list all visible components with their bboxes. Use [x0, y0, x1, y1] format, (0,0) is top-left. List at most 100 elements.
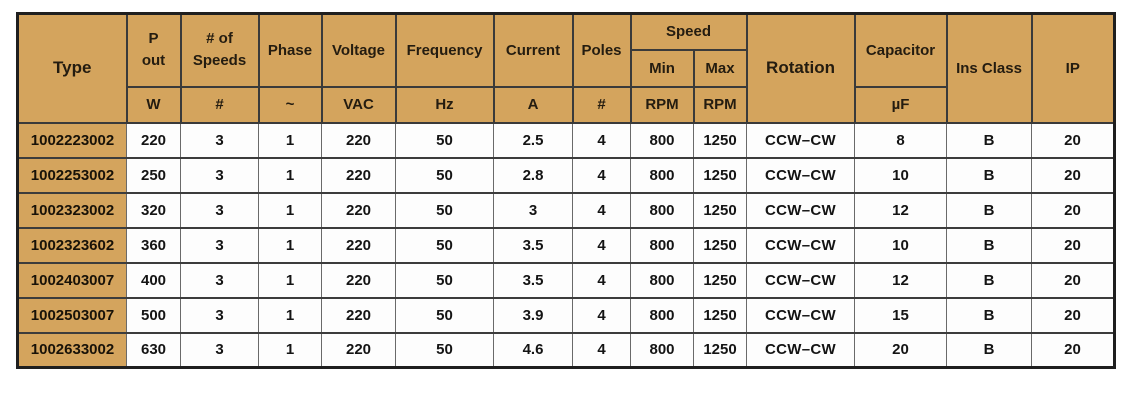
table-cell: 800	[630, 261, 694, 299]
col-header-p-out: P out	[125, 12, 182, 88]
col-header-ins-class: Ins Class	[945, 12, 1033, 124]
table-cell: 220	[321, 331, 396, 369]
motor-specs-table: Type P out # of Speeds Phase Voltage Fre…	[16, 12, 1117, 369]
table-cell: 4	[572, 121, 631, 159]
table-cell: 50	[395, 296, 494, 334]
table-cell: 10	[854, 156, 948, 194]
table-cell: CCW–CW	[746, 331, 856, 369]
table-cell: 20	[1031, 121, 1116, 159]
table-cell: 4	[572, 156, 631, 194]
unit-phase: ~	[257, 85, 323, 124]
table-cell: CCW–CW	[746, 226, 856, 264]
col-header-current: Current	[492, 12, 574, 88]
table-cell: 15	[854, 296, 948, 334]
col-header-poles: Poles	[571, 12, 632, 88]
table-row: 1002223002 220 3 1 220 50 2.5 4 800 1250 CCW–CW 8 B 2…	[17, 121, 1116, 159]
table-row: 1002253002 250 3 1 220 50 2.8 4 800 1250 CCW–CW 10 B…	[17, 156, 1116, 194]
table-cell: CCW–CW	[746, 156, 856, 194]
table-cell: 220	[321, 296, 396, 334]
unit-frequency: Hz	[394, 85, 495, 124]
table-cell: 50	[395, 226, 494, 264]
table-cell: 4	[572, 191, 631, 229]
table-cell: 50	[395, 261, 494, 299]
table-cell: CCW–CW	[746, 261, 856, 299]
num-speeds-line2: Speeds	[192, 52, 247, 70]
table-row: 1002323002 320 3 1 220 50 3 4 800 1250 CCW–CW 12 B 20	[17, 191, 1116, 229]
table-cell: 220	[321, 261, 396, 299]
table-cell: B	[946, 296, 1033, 334]
table-cell: 2.5	[493, 121, 573, 159]
table-cell: 1250	[692, 156, 748, 194]
table-cell: 3	[180, 191, 259, 229]
table-cell: CCW–CW	[746, 191, 856, 229]
table-cell: 1	[258, 226, 322, 264]
table-cell: 250	[126, 156, 181, 194]
type-cell: 1002253002	[17, 156, 127, 194]
table-cell: 12	[854, 261, 948, 299]
table-cell: 4	[572, 296, 631, 334]
table-cell: 1250	[692, 296, 748, 334]
table-cell: 3	[180, 331, 259, 369]
table-cell: 220	[321, 121, 396, 159]
unit-speed-max: RPM	[692, 85, 748, 124]
unit-current: A	[492, 85, 574, 124]
table-cell: 220	[321, 226, 396, 264]
table-row: 1002403007 400 3 1 220 50 3.5 4 800 1250 CCW–CW 12 B…	[17, 261, 1116, 299]
table-cell: B	[946, 156, 1033, 194]
unit-speed-min: RPM	[629, 85, 695, 124]
table-cell: CCW–CW	[746, 121, 856, 159]
table-cell: B	[946, 331, 1033, 369]
table-cell: B	[946, 191, 1033, 229]
table-cell: 1	[258, 331, 322, 369]
table-cell: 630	[126, 331, 181, 369]
table-cell: 3.5	[493, 261, 573, 299]
table-cell: 20	[1031, 331, 1116, 369]
table-cell: 20	[1031, 226, 1116, 264]
unit-capacitor: µF	[853, 85, 948, 124]
col-header-speed-max: Max	[692, 48, 748, 88]
table-cell: 360	[126, 226, 181, 264]
table-cell: 8	[854, 121, 948, 159]
table-cell: 3	[180, 121, 259, 159]
col-header-type: Type	[16, 12, 128, 124]
table-cell: 800	[630, 296, 694, 334]
col-header-frequency: Frequency	[394, 12, 495, 88]
table-cell: 3.5	[493, 226, 573, 264]
table-cell: 3	[180, 296, 259, 334]
table-cell: B	[946, 261, 1033, 299]
type-cell: 1002223002	[17, 121, 127, 159]
unit-speeds: #	[179, 85, 260, 124]
table-cell: 1250	[692, 331, 748, 369]
table-cell: 20	[1031, 296, 1116, 334]
table-cell: 1250	[692, 121, 748, 159]
table-cell: 4	[572, 226, 631, 264]
col-header-speed: Speed	[629, 12, 748, 51]
table-row: 1002323602 360 3 1 220 50 3.5 4 800 1250 CCW–CW 10 B…	[17, 226, 1116, 264]
header-row-2: Min Max	[18, 48, 1115, 88]
type-cell: 1002323002	[17, 191, 127, 229]
table-cell: CCW–CW	[746, 296, 856, 334]
table-cell: 1	[258, 121, 322, 159]
table-body: 1002223002 220 3 1 220 50 2.5 4 800 1250 CCW–CW 8 B 2…	[17, 121, 1116, 369]
table-cell: 50	[395, 191, 494, 229]
header-units-row: W # ~ VAC Hz A # RPM RPM µF	[18, 85, 1115, 124]
table-cell: 800	[630, 156, 694, 194]
unit-poles: #	[571, 85, 632, 124]
table-cell: B	[946, 226, 1033, 264]
col-header-rotation: Rotation	[745, 12, 856, 124]
type-cell: 1002323602	[17, 226, 127, 264]
col-header-phase: Phase	[257, 12, 323, 88]
unit-p-out: W	[125, 85, 182, 124]
table-header: Type P out # of Speeds Phase Voltage Fre…	[16, 12, 1116, 124]
table-cell: 3	[180, 226, 259, 264]
col-header-capacitor: Capacitor	[853, 12, 948, 88]
table-cell: 12	[854, 191, 948, 229]
table-cell: 1250	[692, 226, 748, 264]
table-cell: 1	[258, 156, 322, 194]
unit-voltage: VAC	[320, 85, 397, 124]
table-cell: 2.8	[493, 156, 573, 194]
type-cell: 1002503007	[17, 296, 127, 334]
p-out-line2: out	[141, 52, 166, 70]
table-cell: 3	[493, 191, 573, 229]
